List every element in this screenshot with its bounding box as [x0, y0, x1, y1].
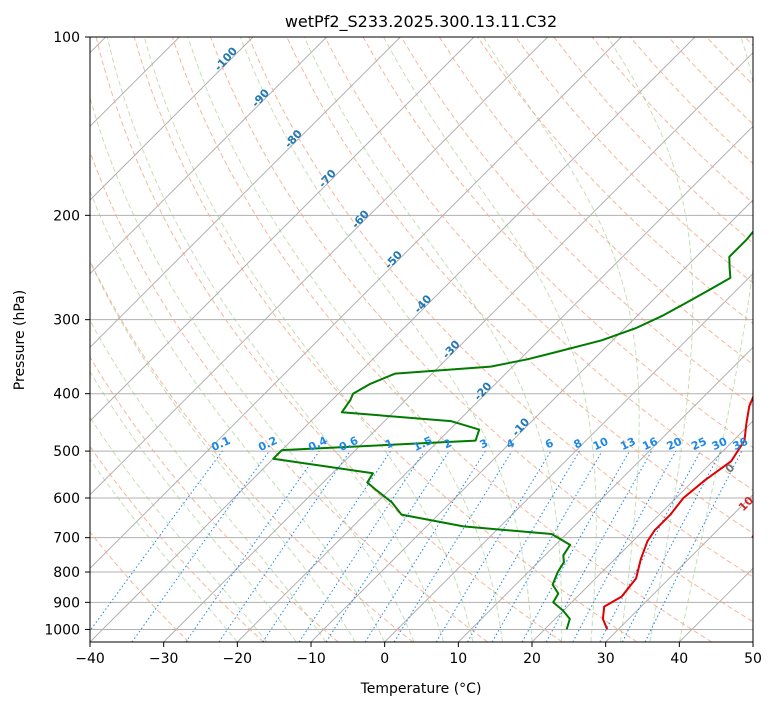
- y-tick-label: 700: [53, 531, 80, 547]
- y-tick-label: 600: [53, 491, 80, 507]
- dry-adiabat-line: [90, 259, 414, 642]
- plot-frame: [89, 36, 754, 643]
- isotherm-line: [163, 51, 753, 642]
- mixing-ratio-line: [298, 450, 425, 642]
- y-tick-label: 100: [53, 30, 80, 46]
- temperature-profile-line: [601, 394, 753, 630]
- isotherm-line: [90, 37, 622, 570]
- mixing-ratio-line: [325, 450, 450, 642]
- mixing-ratio-line: [185, 450, 320, 642]
- isotherm-line: [384, 272, 753, 642]
- mixing-ratio-label: 20: [665, 435, 685, 453]
- moist-adiabat-line: [239, 37, 533, 642]
- isotherm-line: [90, 37, 254, 201]
- y-tick-label: 1000: [44, 622, 80, 638]
- moist-adiabat-line: [90, 458, 238, 642]
- moist-adiabat-line: [607, 37, 694, 642]
- mixing-ratio-label: 10: [591, 435, 611, 453]
- dry-adiabat-line: [95, 37, 563, 642]
- dry-adiabat-line: [133, 37, 638, 642]
- isotherm-line: [90, 37, 401, 349]
- mixing-ratio-line: [262, 450, 392, 642]
- mixing-ratio-label: 25: [689, 435, 708, 453]
- y-tick-label: 900: [53, 595, 80, 611]
- dry-adiabat-line: [324, 37, 753, 491]
- y-tick-label: 800: [53, 565, 80, 581]
- isotherm-line: [90, 37, 475, 422]
- x-tick-label: 40: [670, 651, 688, 667]
- x-tick-label: 20: [523, 651, 541, 667]
- mixing-ratio-line: [644, 450, 743, 642]
- moist-adiabat-line: [143, 37, 474, 642]
- dewpoint-profile-line: [272, 230, 753, 630]
- isotherm-line: [531, 420, 753, 642]
- moist-adiabat-line: [90, 319, 327, 642]
- y-axis-label: Pressure (hPa): [12, 290, 28, 390]
- moist-adiabat-line: [383, 37, 597, 642]
- mixing-ratio-label: 16: [640, 435, 660, 453]
- dry-adiabat-line: [515, 37, 753, 284]
- y-tick-label: 200: [53, 208, 80, 224]
- x-tick-label: 30: [597, 651, 615, 667]
- x-tick-label: −10: [296, 651, 326, 667]
- chart-title: wetPf2_S233.2025.300.13.11.C32: [285, 12, 557, 32]
- x-tick-label: −30: [149, 651, 179, 667]
- isotherm-line: [90, 37, 696, 642]
- moist-adiabat-line: [678, 37, 753, 642]
- moist-adiabat-line: [90, 260, 356, 642]
- moist-adiabat-line: [187, 37, 503, 642]
- moist-adiabat-line: [303, 37, 563, 642]
- moist-adiabat-label: 20: [749, 525, 769, 545]
- dry-adiabat-line: [90, 356, 339, 642]
- y-tick-label: 500: [53, 444, 80, 460]
- mixing-ratio-label: 13: [618, 435, 637, 453]
- dry-adiabat-line: [90, 445, 264, 642]
- mixing-ratio-line: [218, 450, 351, 642]
- dry-adiabat-line: [400, 37, 753, 407]
- x-tick-label: −20: [223, 651, 253, 667]
- mixing-ratio-line: [572, 450, 677, 642]
- x-tick-label: 50: [744, 651, 762, 667]
- dry-adiabat-line: [171, 37, 712, 642]
- isotherm-line: [236, 125, 753, 642]
- dry-adiabat-line: [90, 150, 488, 642]
- mixing-ratio-line: [131, 450, 270, 642]
- mixing-ratio-line: [545, 450, 653, 642]
- x-tick-label: 10: [449, 651, 467, 667]
- mixing-ratio-line: [521, 450, 630, 642]
- x-tick-label: −40: [75, 651, 105, 667]
- x-tick-label: 0: [380, 651, 389, 667]
- isotherm-line: [90, 37, 549, 496]
- mixing-ratio-line: [393, 450, 513, 642]
- dry-adiabat-line: [210, 37, 753, 623]
- moist-adiabat-line: [90, 189, 386, 642]
- mixing-ratio-label: 36: [731, 435, 751, 453]
- moist-adiabat-line: [106, 37, 445, 642]
- moist-adiabat-line: [482, 37, 640, 642]
- mixing-ratio-line: [90, 450, 223, 632]
- mixing-ratio-label: 30: [710, 435, 730, 453]
- dry-adiabat-line: [438, 37, 753, 366]
- dry-adiabat-line: [248, 37, 753, 578]
- isotherm-line: [90, 37, 328, 275]
- x-axis-label: Temperature (°C): [360, 681, 482, 697]
- y-tick-label: 300: [53, 313, 80, 329]
- moist-adiabat-line: [90, 416, 268, 642]
- isotherm-line: [605, 493, 753, 642]
- y-tick-label: 400: [53, 387, 80, 403]
- dry-adiabat-line: [90, 531, 190, 642]
